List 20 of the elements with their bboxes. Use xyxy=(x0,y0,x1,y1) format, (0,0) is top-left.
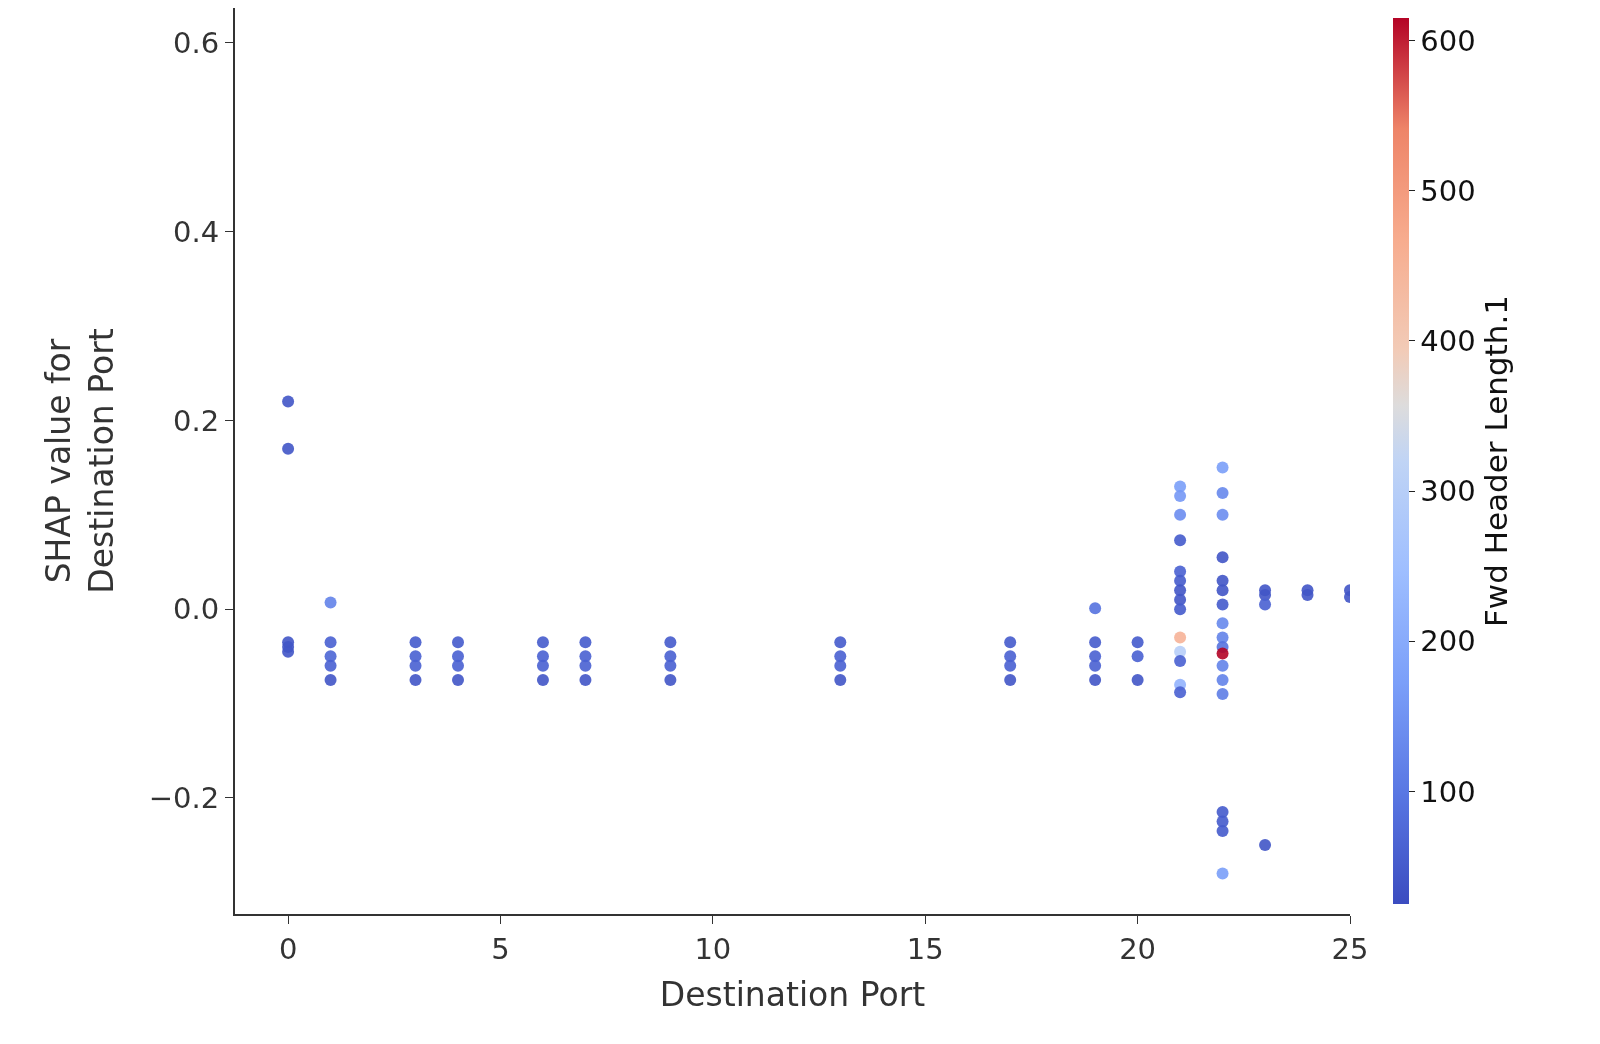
color-bar-label: 200 xyxy=(1420,624,1476,659)
y-tick-label: 0.4 xyxy=(173,214,220,249)
color-bar-label: 500 xyxy=(1420,173,1476,208)
x-tick-label: 0 xyxy=(278,931,298,966)
x-tick-label: 20 xyxy=(1119,931,1157,966)
x-tick-label: 10 xyxy=(694,931,732,966)
y-tick-label: 0.6 xyxy=(173,26,220,61)
y-tick-label: −0.2 xyxy=(148,781,220,816)
color-bar-title: Fwd Header Length.1 xyxy=(1477,295,1514,627)
y-tick-label: 0.2 xyxy=(173,403,220,438)
x-tick-label: 25 xyxy=(1331,931,1369,966)
y-axis-title: SHAP value for Destination Port xyxy=(39,328,122,594)
color-bar-label: 600 xyxy=(1420,23,1476,58)
x-tick-label: 5 xyxy=(491,931,510,966)
x-tick-label: 15 xyxy=(906,931,944,966)
color-bar-label: 400 xyxy=(1420,324,1476,359)
color-bar-label: 300 xyxy=(1420,474,1476,509)
x-axis-title: Destination Port xyxy=(659,974,926,1014)
y-tick-label: 0.0 xyxy=(173,592,220,627)
color-bar-label: 100 xyxy=(1420,774,1476,809)
